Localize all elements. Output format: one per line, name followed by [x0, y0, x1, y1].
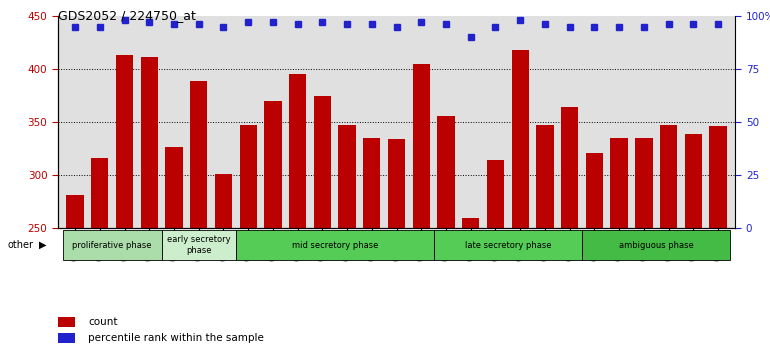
Bar — [413, 64, 430, 228]
Text: count: count — [89, 317, 118, 327]
Bar — [264, 101, 282, 228]
Text: percentile rank within the sample: percentile rank within the sample — [89, 333, 264, 343]
Bar — [62, 230, 162, 260]
Bar — [511, 50, 529, 228]
Bar — [709, 126, 727, 228]
Bar — [388, 139, 405, 228]
Text: proliferative phase: proliferative phase — [72, 241, 152, 250]
Text: ambiguous phase: ambiguous phase — [619, 241, 694, 250]
Bar — [236, 230, 434, 260]
Bar — [162, 230, 236, 260]
Bar — [586, 153, 603, 228]
Bar — [536, 125, 554, 228]
Bar — [582, 230, 731, 260]
Text: GDS2052 / 224750_at: GDS2052 / 224750_at — [58, 9, 196, 22]
Bar — [635, 138, 652, 228]
Text: other: other — [8, 240, 34, 250]
Bar — [660, 125, 678, 228]
Bar — [215, 174, 232, 228]
Bar — [685, 134, 702, 228]
Bar — [363, 138, 380, 228]
Bar — [561, 107, 578, 228]
Text: early secretory
phase: early secretory phase — [167, 235, 230, 255]
Bar — [611, 138, 628, 228]
Bar — [462, 218, 480, 228]
Bar — [289, 74, 306, 228]
Text: mid secretory phase: mid secretory phase — [292, 241, 378, 250]
Bar — [116, 55, 133, 228]
Bar — [313, 96, 331, 228]
Bar — [437, 116, 454, 228]
Bar — [66, 195, 84, 228]
Bar — [339, 125, 356, 228]
Bar — [434, 230, 582, 260]
Bar — [487, 160, 504, 228]
Bar — [58, 317, 75, 327]
Bar — [239, 125, 257, 228]
Bar — [141, 57, 158, 228]
Bar — [166, 147, 182, 228]
Bar — [91, 158, 109, 228]
Text: late secretory phase: late secretory phase — [464, 241, 551, 250]
Bar — [58, 333, 75, 343]
Text: ▶: ▶ — [38, 240, 46, 250]
Bar — [190, 81, 207, 228]
